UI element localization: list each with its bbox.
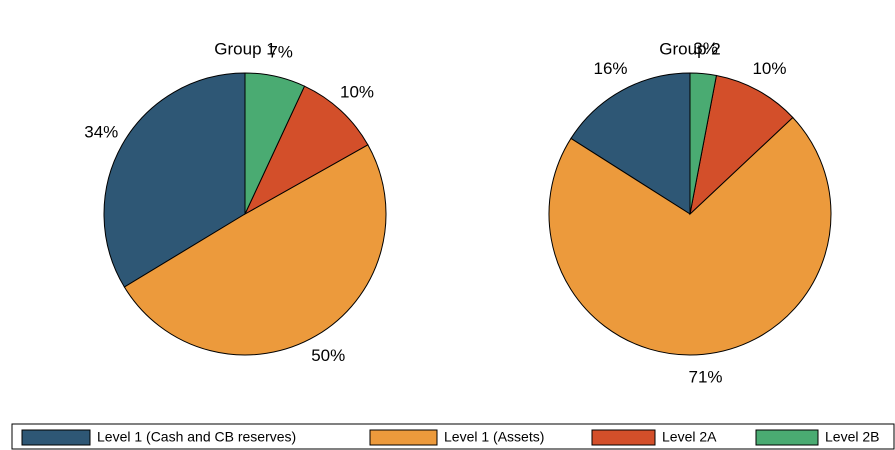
legend-label: Level 2A	[662, 429, 717, 445]
pie-slice	[103, 72, 246, 288]
data-label: 10%	[340, 82, 374, 101]
legend-swatch	[21, 429, 91, 446]
data-label: 34%	[84, 122, 118, 141]
data-label: 10%	[752, 59, 786, 78]
legend-label: Level 2B	[825, 429, 879, 445]
legend-label: Level 1 (Cash and CB reserves)	[97, 429, 296, 445]
legend-box	[11, 423, 895, 450]
pie-slice	[244, 72, 306, 215]
pie-slice	[689, 72, 718, 215]
pie-slice	[548, 116, 832, 356]
legend-swatch	[755, 429, 819, 446]
chart-title: Group 2	[659, 39, 720, 58]
pie-slice	[123, 144, 387, 356]
pie-slice	[689, 74, 794, 216]
legend-label: Level 1 (Assets)	[444, 429, 544, 445]
data-label: 3%	[693, 39, 718, 58]
legend-swatch	[591, 429, 656, 446]
data-label: 16%	[594, 59, 628, 78]
data-label: 50%	[311, 346, 345, 365]
legend-swatch	[369, 429, 438, 446]
chart-title: Group 1	[214, 39, 275, 58]
pie-slice	[570, 72, 691, 215]
data-label: 7%	[268, 42, 293, 61]
pie-slice	[243, 85, 369, 216]
data-label: 71%	[689, 368, 723, 387]
